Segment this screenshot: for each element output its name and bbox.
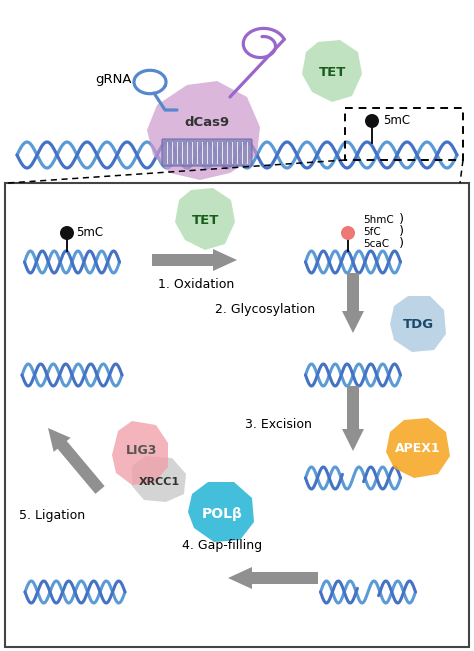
Polygon shape <box>386 418 450 478</box>
Text: ): ) <box>398 214 405 227</box>
Text: 3. Excision: 3. Excision <box>245 417 311 430</box>
Text: LIG3: LIG3 <box>126 443 158 456</box>
Polygon shape <box>112 421 168 485</box>
Polygon shape <box>175 188 235 250</box>
Text: 2. Glycosylation: 2. Glycosylation <box>215 303 315 316</box>
Text: 5mC: 5mC <box>76 225 103 238</box>
Polygon shape <box>342 273 364 333</box>
Polygon shape <box>342 386 364 451</box>
Circle shape <box>341 226 355 240</box>
Text: 5. Ligation: 5. Ligation <box>19 508 85 521</box>
Polygon shape <box>48 428 105 494</box>
Text: ): ) <box>398 238 405 251</box>
Polygon shape <box>228 567 318 589</box>
Polygon shape <box>188 482 254 542</box>
Text: POLβ: POLβ <box>201 507 242 521</box>
Text: 5mC: 5mC <box>383 115 410 128</box>
Text: TET: TET <box>319 66 346 79</box>
Polygon shape <box>302 40 362 102</box>
Text: dCas9: dCas9 <box>184 117 229 130</box>
Polygon shape <box>390 296 446 352</box>
Circle shape <box>365 114 379 128</box>
Text: 5hmC: 5hmC <box>363 215 394 225</box>
Bar <box>0 0 474 183</box>
Text: TET: TET <box>192 214 219 227</box>
Polygon shape <box>152 249 237 271</box>
Text: gRNA: gRNA <box>96 74 132 87</box>
Polygon shape <box>132 456 186 502</box>
Text: 5fC: 5fC <box>363 227 381 237</box>
Text: 4. Gap-filling: 4. Gap-filling <box>182 540 262 553</box>
Circle shape <box>60 226 74 240</box>
Text: 5caC: 5caC <box>363 239 389 249</box>
FancyBboxPatch shape <box>162 139 252 166</box>
Text: TDG: TDG <box>402 318 434 331</box>
Bar <box>5 183 469 647</box>
Text: APEX1: APEX1 <box>395 441 441 454</box>
Polygon shape <box>147 81 260 180</box>
Text: XRCC1: XRCC1 <box>138 477 180 487</box>
Text: ): ) <box>398 225 405 238</box>
Text: 1. Oxidation: 1. Oxidation <box>158 279 234 292</box>
